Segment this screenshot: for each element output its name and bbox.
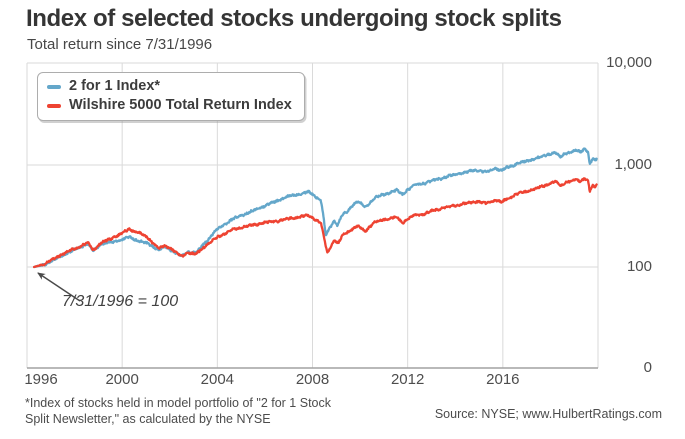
x-tick-label: 2016 — [486, 371, 520, 388]
legend-swatch-icon — [47, 84, 61, 89]
x-tick-label: 2012 — [390, 371, 425, 388]
x-tick-label: 2008 — [295, 371, 330, 388]
legend-label: Wilshire 5000 Total Return Index — [69, 97, 292, 113]
legend: 2 for 1 Index* Wilshire 5000 Total Return… — [37, 72, 305, 121]
legend-rows: 2 for 1 Index* Wilshire 5000 Total Return… — [47, 77, 292, 115]
y-tick-label: 0 — [643, 359, 652, 376]
x-tick-label: 2000 — [105, 371, 139, 388]
y-tick-label: 1,000 — [614, 156, 652, 173]
series-line — [32, 147, 598, 269]
chart-title: Index of selected stocks undergoing stoc… — [26, 5, 562, 32]
x-tick-label: 1996 — [24, 371, 58, 388]
y-tick-label: 10,000 — [606, 54, 652, 71]
legend-item: Wilshire 5000 Total Return Index — [47, 96, 292, 115]
start-value-annotation: 7/31/1996 = 100 — [62, 293, 179, 310]
source-credit: Source: NYSE; www.HulbertRatings.com — [434, 407, 662, 421]
chart-subtitle: Total return since 7/31/1996 — [27, 36, 213, 53]
series-line — [32, 177, 598, 269]
legend-item: 2 for 1 Index* — [47, 77, 292, 96]
gridlines — [26, 62, 599, 369]
annotation-arrow — [37, 272, 81, 302]
data-series — [32, 147, 598, 269]
footnote: *Index of stocks held in model portfolio… — [25, 396, 331, 426]
legend-swatch-icon — [47, 103, 61, 108]
y-tick-label: 100 — [626, 258, 652, 275]
x-tick-label: 2004 — [200, 371, 235, 388]
legend-label: 2 for 1 Index* — [69, 78, 161, 94]
